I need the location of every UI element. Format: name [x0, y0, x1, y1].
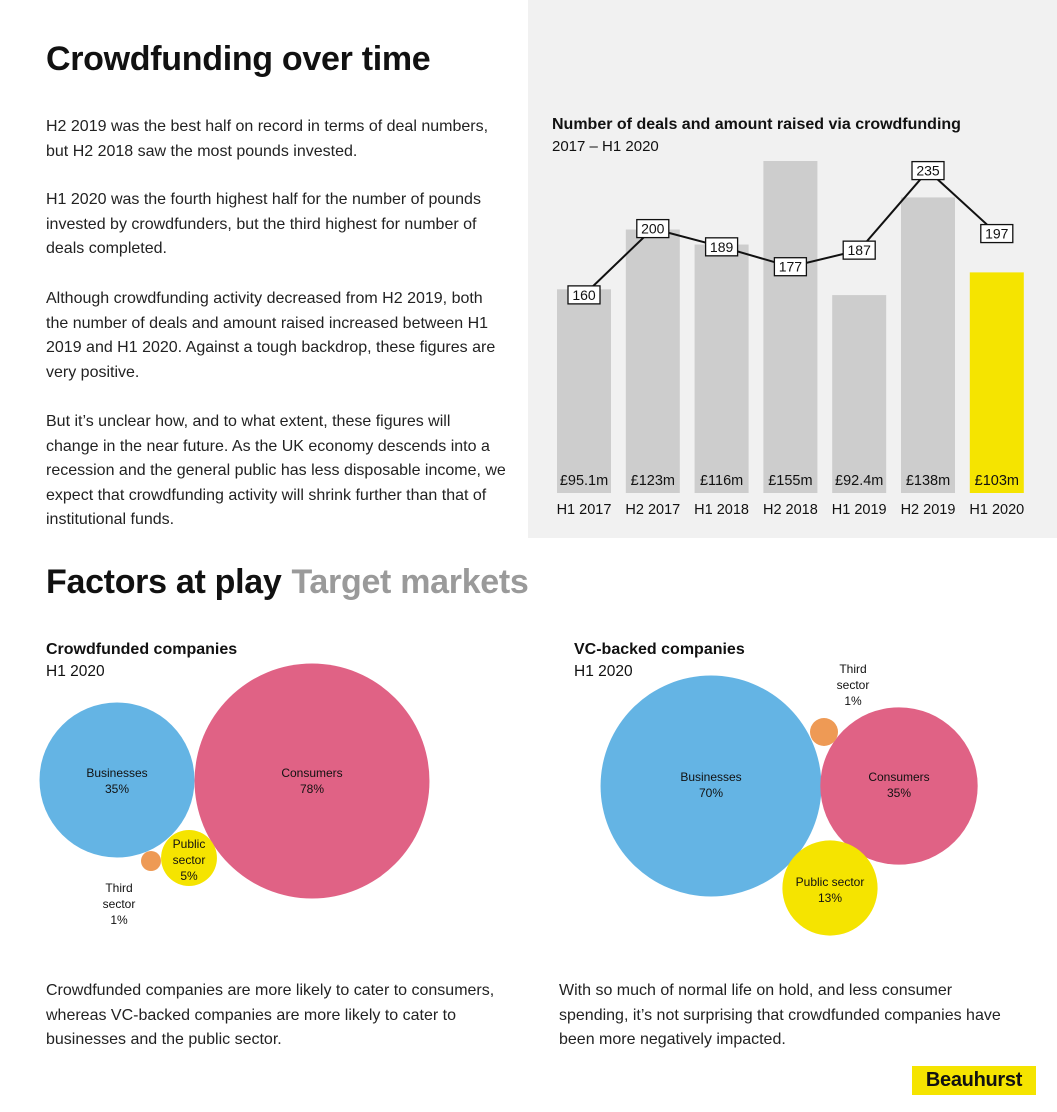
- bubble-consumers: [194, 663, 430, 899]
- bubble-label: Third: [839, 662, 866, 676]
- x-tick-label: H1 2019: [832, 502, 887, 518]
- crowdfunded-note: Crowdfunded companies are more likely to…: [46, 982, 495, 1048]
- intro-paragraph-3: Although crowdfunding activity decreased…: [46, 290, 496, 381]
- vc-bubble-chart: Businesses 70% Consumers 35% Public sector 13…: [600, 662, 978, 936]
- bubble-label: sector: [103, 897, 136, 911]
- bubble-label: 35%: [887, 786, 911, 800]
- x-tick-label: H1 2018: [694, 502, 749, 518]
- bar-H1 2020: [969, 272, 1024, 493]
- bubble-label: sector: [173, 853, 206, 867]
- intro-paragraph-4: But it’s unclear how, and to what extent…: [46, 413, 506, 528]
- vc-chart-title: VC-backed companies: [574, 641, 745, 658]
- deal-count-label: 187: [848, 242, 872, 258]
- deal-count-label: 189: [710, 239, 734, 255]
- bubble-label: Public: [173, 837, 206, 851]
- bar-value-label: £123m: [631, 473, 675, 489]
- bar-H2 2017: [625, 229, 680, 493]
- deal-count-box: [704, 237, 739, 257]
- bubble-third-sector: [810, 718, 838, 746]
- bubble-businesses: [600, 675, 822, 897]
- deal-count-label: 197: [985, 226, 1009, 242]
- x-tick-label: H2 2018: [763, 502, 818, 518]
- page-title: Crowdfunding over time: [46, 40, 431, 78]
- bubble-label: 70%: [699, 786, 723, 800]
- x-tick-label: H1 2017: [557, 502, 612, 518]
- bar-value-label: £116m: [700, 473, 743, 489]
- crowdfunded-chart-title: Crowdfunded companies: [46, 641, 238, 658]
- bar-value-label: £92.4m: [835, 473, 883, 489]
- bubble-label: 13%: [818, 891, 842, 905]
- bubble-label: 78%: [300, 782, 324, 796]
- bar-H2 2018: [763, 161, 818, 493]
- section-title: Factors at play Target markets: [46, 563, 529, 602]
- deal-count-box: [842, 240, 876, 260]
- bubble-label: sector: [837, 678, 870, 692]
- bubble-label: Consumers: [868, 770, 929, 784]
- x-tick-label: H2 2017: [625, 502, 680, 518]
- bubble-label: 1%: [110, 913, 128, 927]
- bubble-label: 35%: [105, 782, 129, 796]
- x-tick-label: H1 2020: [969, 502, 1024, 518]
- bar-H2 2019: [901, 197, 955, 493]
- bar-value-label: £103m: [975, 473, 1019, 489]
- bubble-consumers: [820, 707, 978, 865]
- deal-count-box: [636, 218, 670, 239]
- intro-paragraph-2: H1 2020 was the fourth highest half for …: [46, 191, 481, 257]
- x-tick-label: H2 2019: [901, 502, 956, 518]
- vc-note: With so much of normal life on hold, and…: [559, 982, 1001, 1048]
- bar-value-label: £138m: [906, 473, 950, 489]
- bubble-label: Third: [105, 881, 132, 895]
- bubble-label: 1%: [844, 694, 862, 708]
- bubble-public-sector: [161, 830, 217, 886]
- deal-count-box: [980, 223, 1014, 244]
- bubble-public-sector: [782, 840, 878, 936]
- deal-count-label: 160: [572, 287, 596, 303]
- deal-count-label: 177: [779, 259, 803, 275]
- bubble-label: Public sector: [796, 875, 865, 889]
- bar-value-label: £95.1m: [560, 473, 608, 489]
- chart-title: Number of deals and amount raised via cr…: [552, 116, 961, 133]
- deal-count-box: [773, 257, 808, 277]
- bubble-businesses: [39, 702, 195, 858]
- bubble-label: Businesses: [86, 766, 147, 780]
- bar-value-label: £155m: [768, 473, 812, 489]
- bar-H1 2019: [832, 295, 887, 493]
- deal-count-box: [911, 160, 945, 181]
- deal-count-box: [567, 285, 601, 305]
- deal-count-label: 235: [916, 163, 940, 179]
- intro-paragraph-1: H2 2019 was the best half on record in t…: [46, 118, 489, 160]
- bar-H1 2017: [557, 289, 611, 493]
- bar-H1 2018: [694, 244, 749, 493]
- bubble-label: Consumers: [281, 766, 342, 780]
- section-title-main: Factors at play: [46, 563, 282, 601]
- deal-count-label: 200: [641, 221, 665, 237]
- chart-subtitle: 2017 – H1 2020: [552, 138, 659, 155]
- bubble-label: 5%: [180, 869, 198, 883]
- bubble-label: Businesses: [680, 770, 741, 784]
- crowdfunded-chart-subtitle: H1 2020: [46, 663, 105, 680]
- beauhurst-logo: Beauhurst: [912, 1066, 1036, 1095]
- section-title-muted: Target markets: [291, 563, 529, 601]
- vc-chart-subtitle: H1 2020: [574, 663, 633, 680]
- bubble-third-sector: [141, 851, 161, 871]
- crowdfunded-bubble-chart: Businesses 35% Consumers 78% Public sector 5% T…: [39, 663, 430, 927]
- deals-amount-chart: £95.1m H1 2017 £123m H2 2017 £116m H1 2018 £15…: [557, 160, 1024, 518]
